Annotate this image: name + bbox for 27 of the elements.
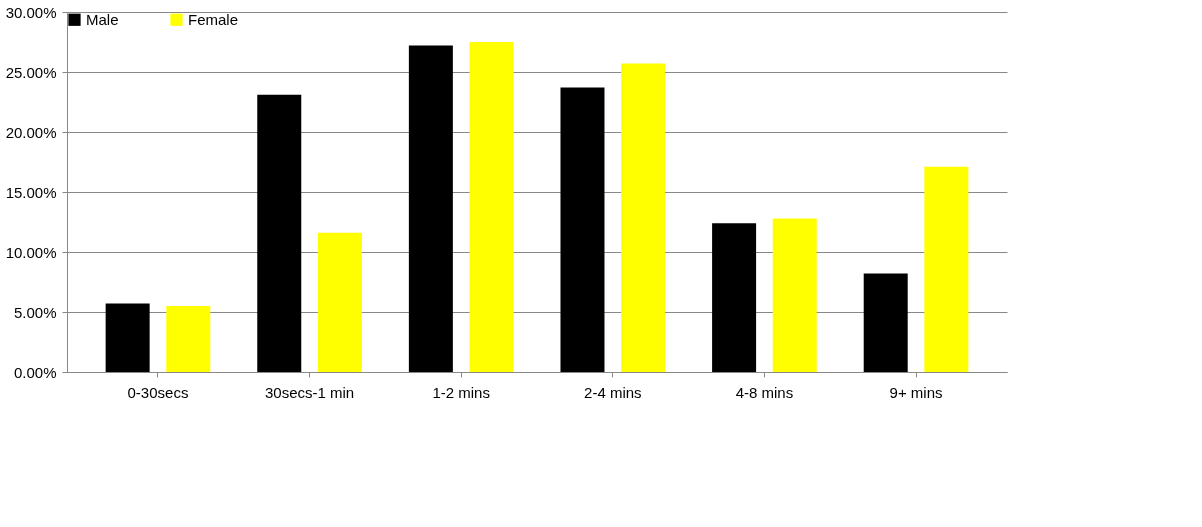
y-tick-label: 5.00% — [13, 303, 57, 321]
bar — [408, 45, 453, 372]
y-tick-label: 25.00% — [5, 63, 57, 81]
x-tick-label: 2-4 mins — [584, 383, 642, 401]
y-tick-label: 10.00% — [5, 243, 57, 261]
legend-label: Female — [188, 10, 239, 28]
bar — [712, 223, 757, 372]
bar — [166, 306, 211, 372]
bar — [257, 94, 302, 372]
x-tick-label: 9+ mins — [889, 383, 943, 401]
y-tick-label: 30.00% — [5, 3, 57, 21]
bar — [863, 273, 908, 372]
x-tick-label: 4-8 mins — [735, 383, 794, 401]
bar — [621, 63, 666, 372]
bar — [560, 87, 605, 372]
bar — [924, 166, 969, 372]
y-tick-label: 0.00% — [13, 363, 57, 381]
bar — [469, 42, 514, 372]
bar — [317, 232, 362, 372]
x-tick-label: 1-2 mins — [432, 383, 490, 401]
bar — [105, 303, 150, 372]
legend-label: Male — [86, 10, 119, 28]
x-tick-label: 0-30secs — [127, 383, 189, 401]
bar — [772, 218, 817, 372]
y-tick-label: 15.00% — [5, 183, 57, 201]
x-tick-label: 30secs-1 min — [264, 383, 355, 401]
y-tick-label: 20.00% — [5, 123, 57, 141]
